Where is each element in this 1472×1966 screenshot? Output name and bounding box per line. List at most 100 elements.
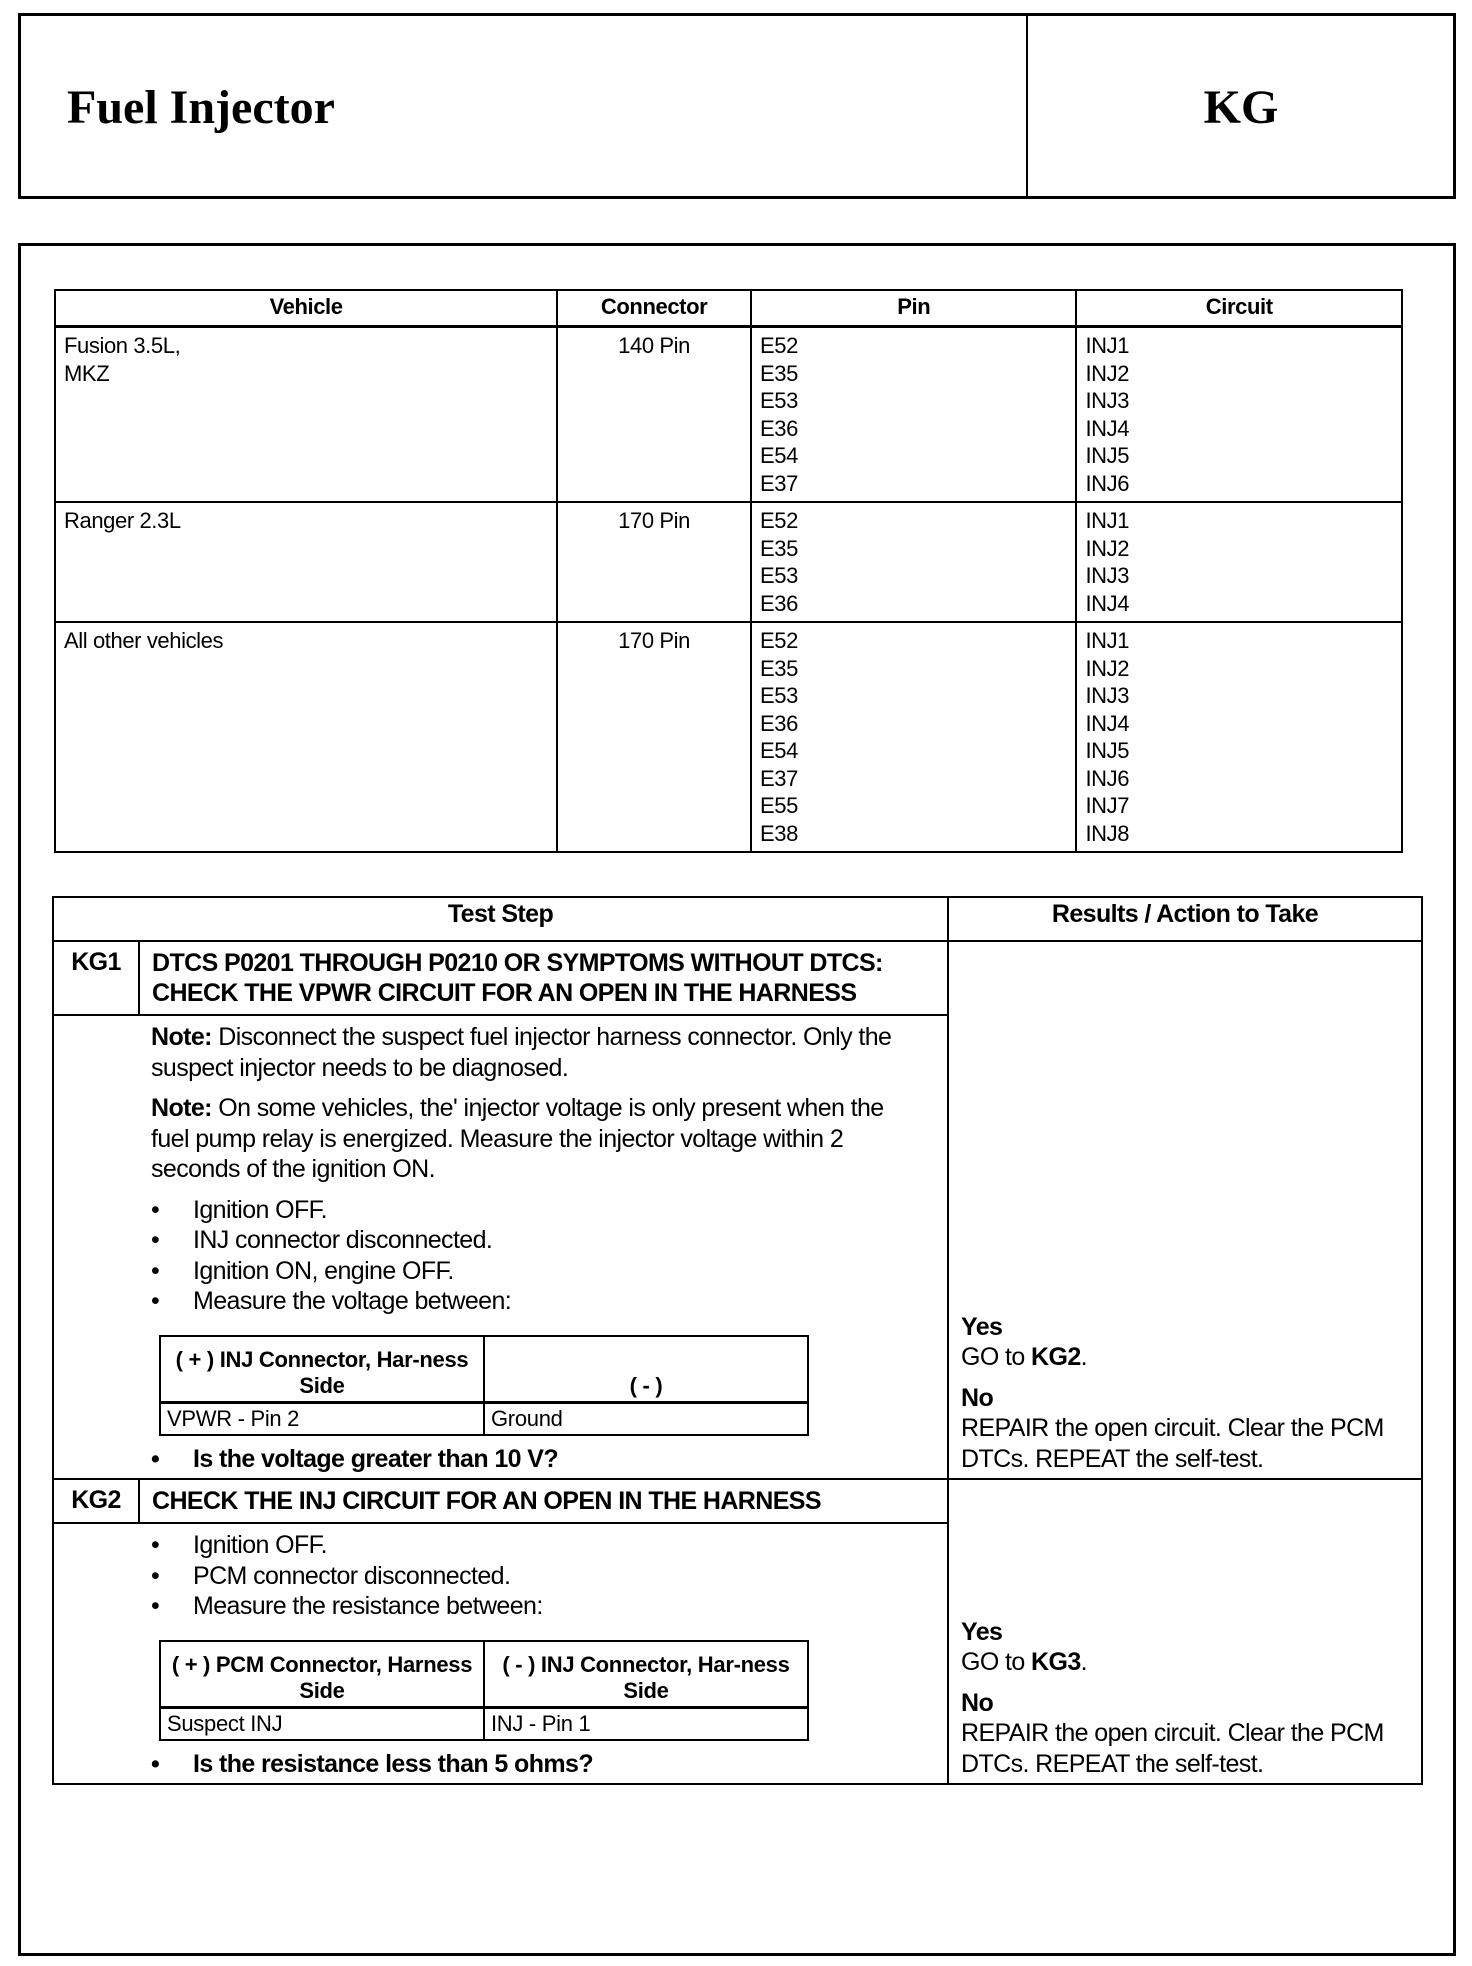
vehicle-cell-line: Fusion 3.5L, [64,333,181,358]
note: Note: Disconnect the suspect fuel inject… [151,1022,907,1083]
step-body: Note: Disconnect the suspect fuel inject… [139,1014,949,1480]
pin-cell: E52 E35 E53 E36 E54 E37 E55 E38 [750,621,1078,853]
circuit-cell-line: INJ6 [1085,470,1130,496]
col-pin: Pin [750,289,1078,328]
yes-action: GO to KG3. [961,1647,1413,1678]
pin-cell-line: E52 [760,333,798,358]
circuit-cell-line: INJ2 [1085,535,1130,561]
circuit-cell-line: INJ4 [1085,710,1130,736]
circuit-cell-line: INJ1 [1085,333,1130,358]
no-action: REPAIR the open circuit. Clear the PCM D… [961,1414,1384,1473]
note-label: Note: [151,1094,212,1122]
circuit-cell-line: INJ3 [1085,563,1130,588]
content-frame [18,243,1456,1956]
step-spacer [52,1014,139,1480]
no-label: No [961,1383,994,1412]
col-test-step: Test Step [52,896,949,942]
vehicle-cell: Ranger 2.3L [53,501,559,623]
connector-cell: 170 Pin [556,501,753,623]
table-row: Fusion 3.5L, MKZ 140 Pin E52 E35 E53 E36 E54 E37… [53,325,1403,503]
circuit-cell-line: INJ5 [1085,738,1130,763]
vehicle-cell-line: Ranger 2.3L [64,508,181,533]
step-title-row: KG1 DTCS P0201 THROUGH P0210 OR SYMPTOMS … [52,940,1423,1480]
step-results: Yes GO to KG2. No REPAIR the open circui… [947,940,1423,1480]
header-divider [1026,16,1028,196]
step-id: KG2 [52,1478,140,1524]
goto-link[interactable]: KG2 [1031,1343,1081,1371]
pin-cell-line: E36 [760,710,798,736]
yes-label: Yes [961,1312,1003,1341]
step-body-row: Ignition OFF.PCM connector disconnected.… [52,1522,1422,1785]
col-vehicle: Vehicle [53,289,559,328]
circuit-cell: INJ1 INJ2 INJ3 INJ4 [1075,501,1403,623]
circuit-cell-line: INJ3 [1085,683,1130,708]
vehicle-cell-line: All other vehicles [64,628,224,653]
bullet-item: Ignition OFF. [151,1195,907,1226]
step-question: Is the resistance less than 5 ohms? [151,1749,907,1780]
measure-header-negative: ( - ) [483,1334,809,1404]
note-label: Note: [151,1023,212,1051]
pin-cell-line: E37 [760,470,798,496]
circuit-cell-line: INJ7 [1085,793,1130,818]
measure-positive: VPWR - Pin 2 [159,1401,485,1436]
step-title: DTCS P0201 THROUGH P0210 OR SYMPTOMS WIT… [138,940,949,1016]
bullet-item: Measure the resistance between: [151,1591,907,1622]
page-header: Fuel Injector KG [18,13,1456,199]
pin-cell-line: E53 [760,563,798,588]
step-spacer [52,1522,139,1785]
yes-label: Yes [961,1617,1003,1646]
measure-negative: Ground [483,1401,809,1436]
bullet-item: Measure the voltage between: [151,1286,907,1317]
page-title: Fuel Injector [67,81,335,134]
bullet-item: PCM connector disconnected. [151,1561,907,1592]
circuit-cell-line: INJ1 [1085,628,1130,653]
measure-positive: Suspect INJ [159,1706,485,1741]
pin-cell: E52 E35 E53 E36 E54 E37 [750,325,1078,503]
circuit-cell-line: INJ6 [1085,765,1130,791]
connector-cell: 140 Pin [556,325,753,503]
yes-text: GO to [961,1343,1032,1371]
circuit-cell-line: INJ2 [1085,360,1130,386]
pin-cell-line: E35 [760,535,798,561]
question-list: Is the resistance less than 5 ohms? [151,1749,907,1780]
circuit-cell-line: INJ1 [1085,508,1130,533]
pin-table: Vehicle Connector Pin Circuit Fusion 3.5… [53,289,1403,853]
pin-cell: E52 E35 E53 E36 [750,501,1078,623]
goto-link[interactable]: KG3 [1031,1648,1081,1676]
step-body-row: Note: Disconnect the suspect fuel inject… [52,1014,1422,1480]
circuit-cell-line: INJ5 [1085,443,1130,468]
circuit-cell-line: INJ3 [1085,388,1130,413]
vehicle-cell: Fusion 3.5L, MKZ [53,325,559,503]
yes-text: GO to [961,1648,1032,1676]
circuit-cell-line: INJ2 [1085,655,1130,681]
section-code: KG [1203,81,1279,134]
test-step-table: Test Step Results / Action to Take KG1 DT… [52,896,1423,1785]
bullet-item: Ignition OFF. [151,1530,907,1561]
question-list: Is the voltage greater than 10 V? [151,1444,907,1475]
step-question: Is the voltage greater than 10 V? [151,1444,907,1475]
yes-action: GO to KG2. [961,1342,1413,1373]
pin-cell-line: E52 [760,508,798,533]
circuit-cell-line: INJ4 [1085,590,1130,616]
pin-cell-line: E55 [760,793,798,818]
step-id: KG1 [52,940,140,1016]
bullet-list: Ignition OFF.INJ connector disconnected.… [151,1195,907,1317]
connector-cell: 170 Pin [556,621,753,853]
pin-cell-line: E35 [760,655,798,681]
no-label: No [961,1688,994,1717]
measure-negative: INJ - Pin 1 [483,1706,809,1741]
col-connector: Connector [556,289,753,328]
pin-cell-line: E54 [760,738,798,763]
col-results: Results / Action to Take [947,896,1423,942]
vehicle-cell-line: MKZ [64,360,110,386]
bullet-list: Ignition OFF.PCM connector disconnected.… [151,1530,907,1622]
table-row: Ranger 2.3L 170 Pin E52 E35 E53 E36 INJ1 INJ2 IN… [53,501,1403,623]
pin-cell-line: E35 [760,360,798,386]
vehicle-cell: All other vehicles [53,621,559,853]
step-body: Ignition OFF.PCM connector disconnected.… [139,1522,949,1785]
col-circuit: Circuit [1075,289,1403,328]
measurement-table: ( + ) INJ Connector, Har-ness Side( - ) … [159,1334,809,1436]
circuit-cell-line: INJ4 [1085,415,1130,441]
circuit-cell-line: INJ8 [1085,820,1130,846]
pin-cell-line: E36 [760,415,798,441]
